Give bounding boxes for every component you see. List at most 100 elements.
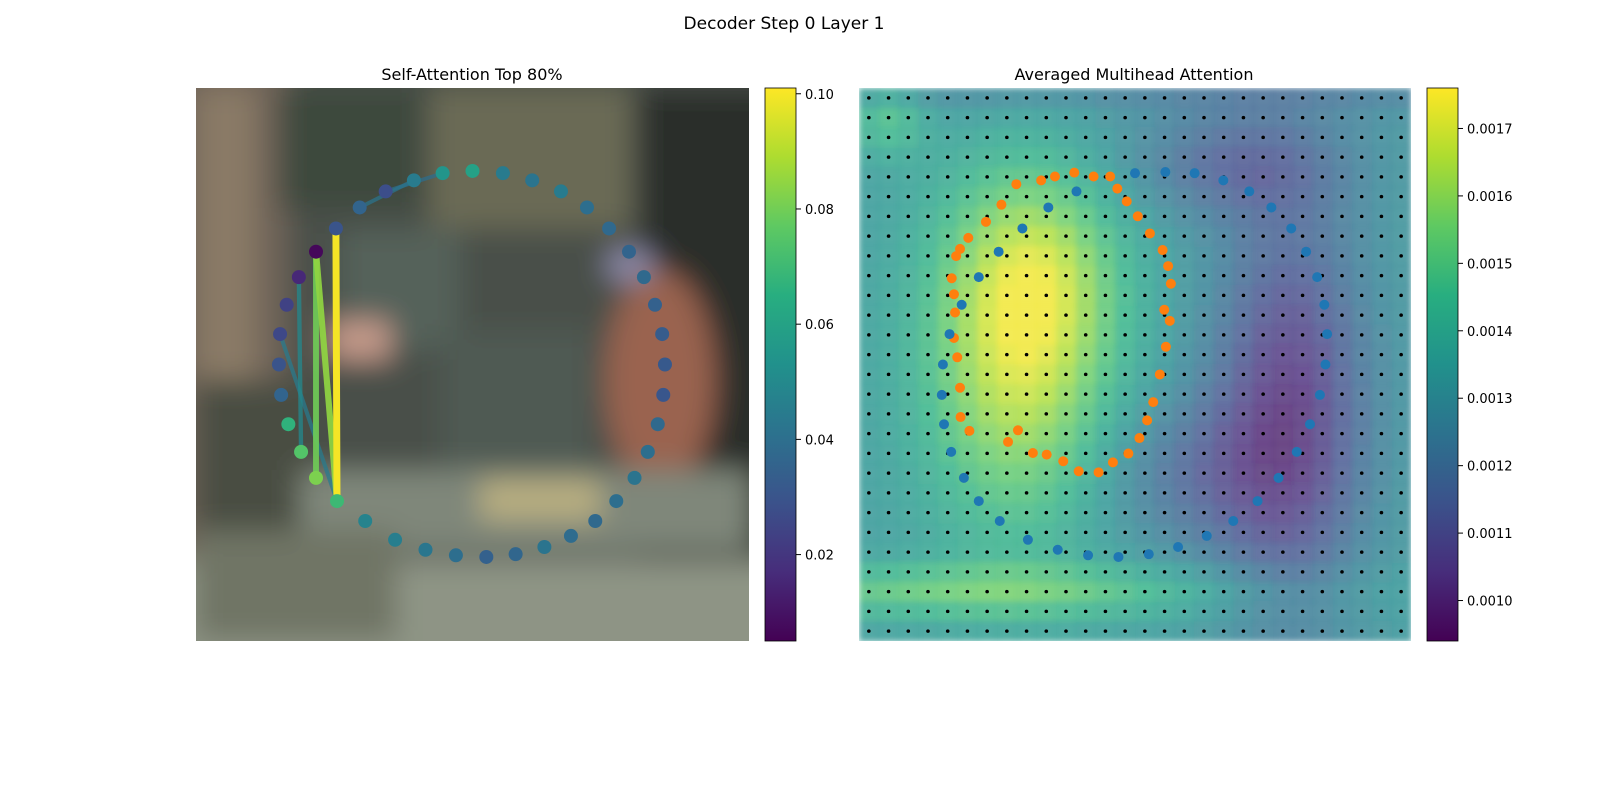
grid-dot <box>1300 372 1305 377</box>
grid-dot <box>1320 451 1325 456</box>
grid-dot <box>1261 589 1265 594</box>
grid-dot <box>1300 214 1305 219</box>
grid-dot <box>1182 570 1187 574</box>
grid-dot <box>906 194 911 199</box>
grid-dot <box>1241 175 1246 179</box>
grid-dot <box>1241 392 1246 396</box>
grid-dot <box>1064 135 1068 140</box>
grid-dot <box>1182 254 1187 258</box>
grid-dot <box>1182 471 1187 475</box>
grid-dot <box>886 254 891 258</box>
colorbar-tick-label: 0.0014 <box>1467 325 1513 340</box>
grid-dot <box>1281 412 1285 416</box>
grid-dot <box>1399 431 1403 436</box>
grid-dot <box>1044 352 1049 357</box>
grid-dot <box>1182 392 1187 396</box>
grid-dot <box>985 135 989 140</box>
grid-dot <box>1359 352 1364 357</box>
grid-dot <box>906 273 911 278</box>
attention-point-23 <box>388 532 403 547</box>
grid-dot <box>906 254 911 258</box>
grid-dot <box>926 392 930 396</box>
grid-dot <box>867 194 871 199</box>
grid-dot <box>906 550 911 554</box>
grid-dot <box>945 96 950 100</box>
grid-dot <box>1340 629 1344 633</box>
inner-keypoint <box>1105 171 1116 182</box>
grid-dot <box>1202 293 1206 298</box>
attention-point-20 <box>479 549 494 564</box>
grid-dot <box>1024 510 1029 515</box>
grid-dot <box>1162 96 1167 100</box>
grid-dot <box>1143 175 1147 179</box>
grid-dot <box>1024 273 1029 278</box>
attention-point-4 <box>579 200 594 215</box>
grid-dot <box>1083 412 1088 416</box>
grid-dot <box>1399 352 1403 357</box>
grid-dot <box>1182 135 1187 140</box>
grid-dot <box>1024 372 1029 377</box>
grid-dot <box>1379 510 1384 515</box>
grid-dot <box>1340 115 1344 120</box>
grid-dot <box>1379 589 1384 594</box>
grid-dot <box>867 352 871 357</box>
grid-dot <box>1162 214 1167 219</box>
colorbar-tick-label: 0.0013 <box>1467 392 1513 407</box>
outer-keypoint <box>1071 186 1082 197</box>
figure-suptitle: Decoder Step 0 Layer 1 <box>684 14 885 34</box>
grid-dot <box>886 273 891 278</box>
grid-dot <box>1300 629 1305 633</box>
grid-dot <box>985 293 989 298</box>
attention-edge-2 <box>278 332 340 504</box>
outer-keypoint <box>1083 550 1094 561</box>
outer-keypoint <box>1218 175 1229 186</box>
grid-dot <box>1064 570 1068 574</box>
grid-dot <box>1044 313 1049 317</box>
grid-dot <box>906 510 911 515</box>
grid-dot <box>1320 352 1325 357</box>
grid-dot <box>1182 629 1187 633</box>
grid-dot <box>1123 510 1127 515</box>
grid-dot <box>1143 194 1147 199</box>
grid-dot <box>1261 570 1265 574</box>
grid-dot <box>1359 175 1364 179</box>
grid-dot <box>1162 333 1167 337</box>
grid-dot <box>1359 194 1364 199</box>
grid-dot <box>886 412 891 416</box>
grid-dot <box>945 392 950 396</box>
grid-dot <box>867 293 871 298</box>
attention-point-8 <box>647 297 662 312</box>
grid-dot <box>1103 254 1108 258</box>
grid-dot <box>1182 155 1187 159</box>
grid-dot <box>1399 530 1403 535</box>
grid-dot <box>1044 214 1049 219</box>
grid-dot <box>886 293 891 298</box>
grid-dot <box>1103 135 1108 140</box>
grid-dot <box>1083 589 1088 594</box>
grid-dot <box>906 451 911 456</box>
grid-dot <box>1221 412 1226 416</box>
inner-keypoint <box>946 273 957 284</box>
grid-dot <box>1005 412 1009 416</box>
grid-dot <box>1083 431 1088 436</box>
grid-dot <box>926 629 930 633</box>
grid-dot <box>926 175 930 179</box>
grid-dot <box>1202 589 1206 594</box>
inner-keypoint <box>948 289 959 300</box>
grid-dot <box>1202 491 1206 495</box>
grid-dot <box>906 392 911 396</box>
grid-dot <box>1143 115 1147 120</box>
grid-dot <box>906 155 911 159</box>
grid-dot <box>1143 412 1147 416</box>
grid-dot <box>1182 273 1187 278</box>
grid-dot <box>1261 510 1265 515</box>
grid-dot <box>1083 135 1088 140</box>
grid-dot <box>1359 431 1364 436</box>
grid-dot <box>906 135 911 140</box>
grid-dot <box>1320 115 1325 120</box>
grid-dot <box>1024 609 1029 614</box>
inner-keypoint <box>1069 167 1080 178</box>
grid-dot <box>926 609 930 614</box>
grid-dot <box>945 254 950 258</box>
grid-dot <box>1202 629 1206 633</box>
